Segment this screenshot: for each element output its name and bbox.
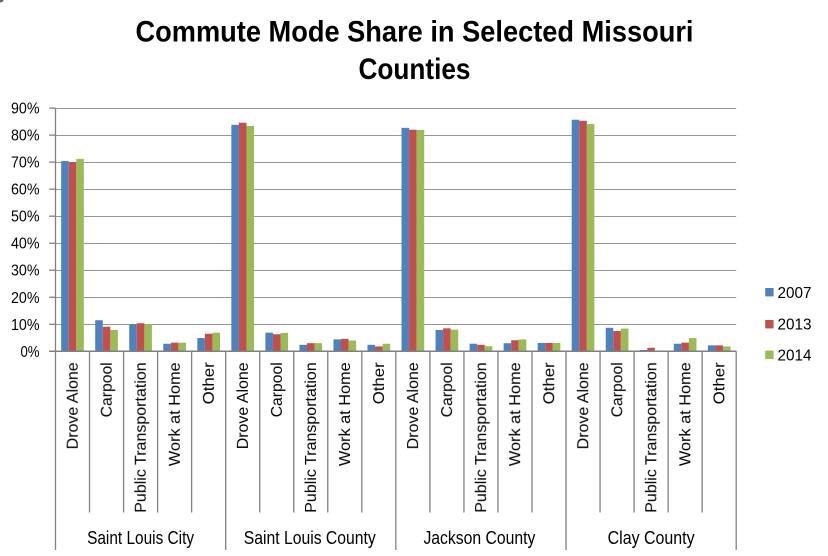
svg-text:2014: 2014 — [778, 347, 812, 364]
svg-text:Carpool: Carpool — [609, 362, 626, 417]
svg-text:Other: Other — [541, 362, 558, 405]
svg-text:30%: 30% — [11, 263, 40, 280]
svg-text:Clay County: Clay County — [608, 528, 695, 548]
svg-text:Other: Other — [711, 362, 728, 405]
svg-text:20%: 20% — [11, 290, 40, 307]
svg-text:Work at Home: Work at Home — [507, 362, 524, 466]
svg-text:80%: 80% — [11, 128, 40, 145]
svg-text:Carpool: Carpool — [269, 362, 286, 417]
svg-text:Carpool: Carpool — [439, 362, 456, 417]
svg-text:Jackson County: Jackson County — [423, 528, 535, 548]
svg-text:90%: 90% — [11, 101, 40, 118]
svg-text:Other: Other — [201, 362, 218, 405]
svg-text:10%: 10% — [11, 317, 40, 334]
svg-text:2007: 2007 — [778, 285, 812, 302]
svg-text:Saint Louis County: Saint Louis County — [244, 528, 376, 548]
svg-text:Other: Other — [371, 362, 388, 405]
svg-text:Carpool: Carpool — [99, 362, 116, 417]
svg-text:Work at Home: Work at Home — [167, 362, 184, 466]
svg-text:Drove Alone: Drove Alone — [405, 362, 422, 449]
svg-text:Work at Home: Work at Home — [337, 362, 354, 466]
svg-text:60%: 60% — [11, 182, 40, 199]
svg-text:70%: 70% — [11, 155, 40, 172]
svg-text:Saint Louis City: Saint Louis City — [87, 528, 194, 548]
svg-text:2013: 2013 — [778, 317, 812, 334]
svg-text:Work at Home: Work at Home — [677, 362, 694, 466]
svg-text:Drove Alone: Drove Alone — [65, 362, 82, 449]
svg-text:50%: 50% — [11, 209, 40, 226]
svg-text:0%: 0% — [21, 344, 40, 361]
svg-text:Counties: Counties — [359, 53, 471, 86]
svg-text:Commute Mode Share in Selected: Commute Mode Share in Selected Missouri — [136, 16, 694, 49]
svg-text:Public Transportation: Public Transportation — [643, 362, 660, 513]
svg-text:40%: 40% — [11, 236, 40, 253]
svg-text:Drove Alone: Drove Alone — [235, 362, 252, 449]
svg-text:Public Transportation: Public Transportation — [303, 362, 320, 513]
svg-text:Drove Alone: Drove Alone — [575, 362, 592, 449]
svg-text:Public Transportation: Public Transportation — [473, 362, 490, 513]
svg-text:Public Transportation: Public Transportation — [133, 362, 150, 513]
